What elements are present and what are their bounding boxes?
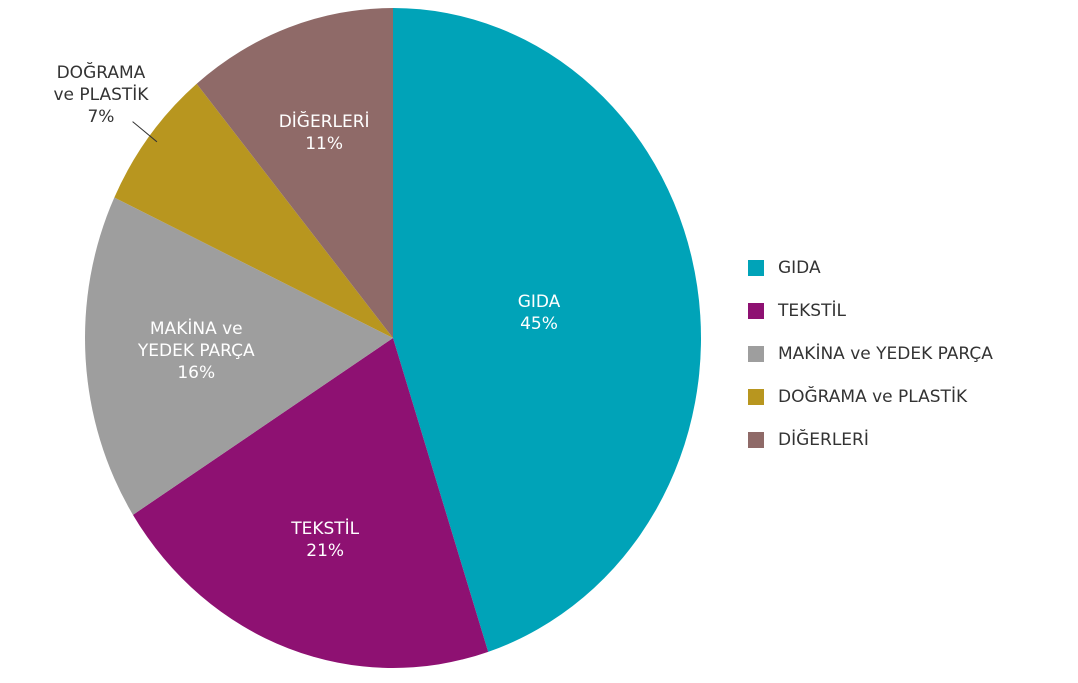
legend-swatch: [748, 302, 764, 319]
slice-name: DİĞERLERİ: [278, 112, 370, 133]
legend-swatch: [748, 345, 764, 362]
slice-value: 11%: [305, 134, 344, 155]
slice-label: DİĞERLERİ 11%: [264, 111, 384, 155]
legend-item: GIDA: [748, 246, 993, 289]
slice-label: DOĞRAMA ve PLASTİK 7%: [51, 62, 151, 128]
legend-label: TEKSTİL: [778, 300, 846, 321]
legend-swatch: [748, 259, 764, 276]
slice-name: MAKİNA ve YEDEK PARÇA: [137, 319, 255, 362]
pie-slice: [393, 8, 701, 652]
slice-name: TEKSTİL: [291, 518, 360, 539]
legend-swatch: [748, 431, 764, 448]
legend-item: DİĞERLERİ: [748, 418, 993, 461]
slice-name: GIDA: [517, 292, 561, 313]
slice-label: MAKİNA ve YEDEK PARÇA 16%: [126, 318, 266, 384]
slice-value: 7%: [87, 107, 115, 128]
slice-label: GIDA 45%: [479, 291, 599, 335]
legend-label: MAKİNA ve YEDEK PARÇA: [778, 343, 993, 364]
pie-slice: [196, 8, 393, 338]
slice-value: 45%: [520, 314, 558, 335]
pie-slice: [85, 197, 393, 515]
slice-label: TEKSTİL 21%: [265, 518, 385, 562]
legend-item: MAKİNA ve YEDEK PARÇA: [748, 332, 993, 375]
legend-item: TEKSTİL: [748, 289, 993, 332]
legend-label: DOĞRAMA ve PLASTİK: [778, 386, 968, 407]
slice-value: 21%: [306, 540, 345, 561]
leader-line: [132, 121, 158, 143]
legend: GIDA TEKSTİL MAKİNA ve YEDEK PARÇA DOĞRAMA …: [748, 246, 993, 461]
pie-slice: [132, 338, 489, 668]
legend-label: GIDA: [778, 257, 821, 278]
legend-swatch: [748, 388, 764, 405]
slice-value: 16%: [177, 363, 216, 384]
legend-item: DOĞRAMA ve PLASTİK: [748, 375, 993, 418]
slice-name: DOĞRAMA ve PLASTİK: [53, 63, 149, 106]
legend-label: DİĞERLERİ: [778, 429, 869, 450]
pie-slice: [114, 83, 394, 339]
